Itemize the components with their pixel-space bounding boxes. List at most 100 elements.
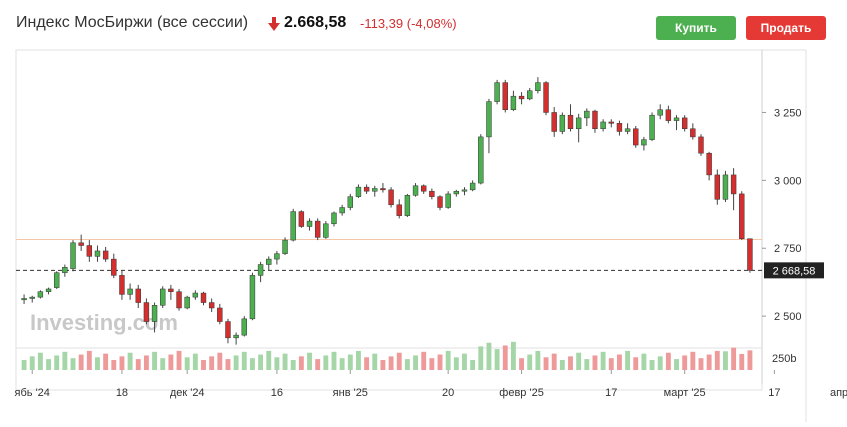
volume-bar xyxy=(665,352,671,370)
candle-body xyxy=(363,186,370,192)
volume-bar xyxy=(747,350,753,370)
candle-body xyxy=(200,292,207,303)
candle-body xyxy=(575,117,582,130)
volume-bar xyxy=(372,353,378,370)
x-tick-label: апр '25 xyxy=(830,387,847,399)
x-tick-label: ябь '24 xyxy=(15,387,50,399)
volume-bar xyxy=(46,359,51,370)
candle-body xyxy=(649,114,655,140)
volume-bar xyxy=(380,360,386,370)
candle-body xyxy=(518,95,525,100)
volume-bar xyxy=(209,356,215,370)
candle-body xyxy=(225,321,231,339)
sell-button[interactable]: Продать xyxy=(746,16,826,40)
volume-bar xyxy=(657,356,663,370)
candle xyxy=(266,256,272,270)
candle xyxy=(78,234,84,251)
candle-body xyxy=(388,189,394,206)
chart-area[interactable]: Investing.com 250b 3 250 3 000 2 750 2 500 … xyxy=(0,44,847,422)
candle xyxy=(551,107,557,137)
candle-body xyxy=(323,223,329,238)
candle xyxy=(184,295,190,310)
candle-body xyxy=(331,212,337,225)
candle xyxy=(649,112,655,141)
candle-body xyxy=(119,275,125,295)
candle xyxy=(339,204,345,216)
x-tick-label: февр '25 xyxy=(499,387,544,399)
candle-body xyxy=(747,238,753,271)
candle-body xyxy=(633,128,639,146)
candle xyxy=(388,187,394,208)
candle-body xyxy=(445,193,451,208)
y-axis: 3 250 3 000 2 750 2 500 xyxy=(774,107,802,323)
candle xyxy=(241,316,247,337)
candle-body xyxy=(208,302,215,309)
candle-body xyxy=(502,82,508,110)
volume-bar xyxy=(576,352,582,370)
candle xyxy=(62,264,68,277)
candle xyxy=(119,269,125,300)
volume-bar xyxy=(519,358,525,370)
volume-bar xyxy=(592,355,598,370)
x-tick-label: 17 xyxy=(605,387,617,399)
candle-body xyxy=(282,239,288,254)
volume-bar xyxy=(535,350,541,370)
candle-body xyxy=(78,242,84,246)
candle xyxy=(510,90,517,112)
x-tick-label: март '25 xyxy=(664,387,706,399)
candle-body xyxy=(176,291,182,309)
volume-bar xyxy=(339,358,345,370)
candle xyxy=(217,303,223,325)
volume-bar xyxy=(168,354,174,370)
candles xyxy=(21,77,753,345)
candle-body xyxy=(380,188,386,191)
volume-bar xyxy=(731,347,737,370)
candle xyxy=(600,119,606,132)
candle-body xyxy=(249,275,256,320)
candle xyxy=(559,112,566,135)
candle-body xyxy=(551,112,557,132)
candle-body xyxy=(94,250,101,257)
candle-body xyxy=(396,204,402,216)
candle xyxy=(437,195,443,211)
candle xyxy=(347,193,353,211)
volume-bar xyxy=(429,358,435,370)
change-percent: (-4,08%) xyxy=(406,16,457,31)
candle-body xyxy=(421,185,427,192)
candle xyxy=(372,185,378,197)
candle xyxy=(616,120,623,136)
candle xyxy=(282,237,288,256)
volume-bar xyxy=(568,356,573,370)
candle-body xyxy=(641,139,647,146)
volume-bar xyxy=(37,352,43,370)
volume-bar xyxy=(551,353,557,370)
volume-bar xyxy=(241,351,247,370)
candle xyxy=(624,123,631,135)
candle xyxy=(143,298,150,325)
candle xyxy=(37,290,44,299)
volume-bar xyxy=(437,354,443,370)
last-price: 2.668,58 xyxy=(284,14,347,31)
candle-body xyxy=(690,128,696,138)
volume-bar xyxy=(233,355,239,370)
volume-bar xyxy=(290,360,296,370)
volume-bars: 250b xyxy=(21,341,796,370)
volume-bar xyxy=(307,352,312,370)
x-tick-label: 17 xyxy=(768,387,780,399)
candle xyxy=(747,238,753,273)
candle xyxy=(681,115,688,132)
volume-bar xyxy=(739,354,745,370)
candle xyxy=(127,283,133,300)
instrument-title: Индекс МосБиржи (все сессии) xyxy=(16,14,249,31)
candle xyxy=(151,302,158,333)
volume-bar xyxy=(453,357,459,370)
candle-body xyxy=(698,136,704,154)
candle-body xyxy=(45,288,52,292)
buy-button[interactable]: Купить xyxy=(656,16,736,40)
candle xyxy=(690,123,696,140)
volume-bar xyxy=(674,359,679,370)
candle-body xyxy=(404,195,411,216)
candle-body xyxy=(62,266,68,273)
volume-bar xyxy=(184,357,190,370)
